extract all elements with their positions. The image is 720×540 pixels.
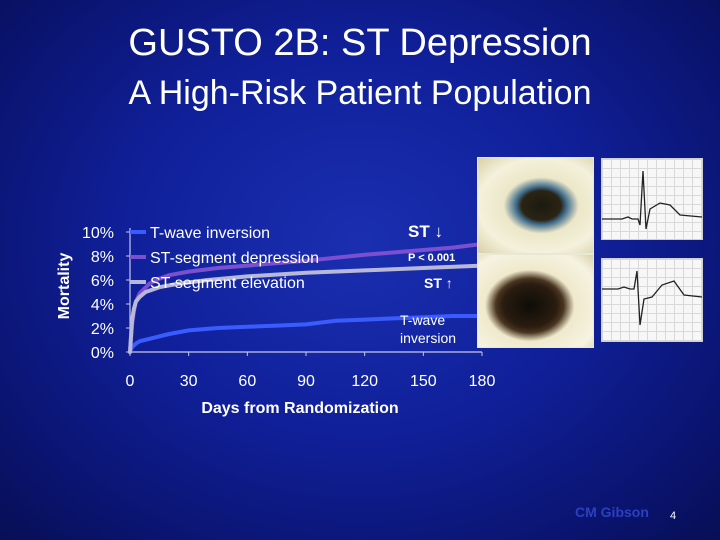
legend-label-3: ST-segment elevation xyxy=(150,275,305,292)
x-tick-label: 60 xyxy=(238,373,256,390)
artery-photo-occlusion xyxy=(477,254,594,348)
watermark: CM Gibson xyxy=(575,504,649,520)
ecg-trace-1 xyxy=(602,170,702,230)
page-number: 4 xyxy=(670,510,677,522)
artery-photo-thrombus xyxy=(477,157,594,254)
x-tick-label: 180 xyxy=(469,373,496,390)
p-value-annotation: P < 0.001 xyxy=(408,252,456,264)
y-tick-label: 4% xyxy=(91,297,114,314)
x-tick-label: 0 xyxy=(126,373,135,390)
y-tick-label: 0% xyxy=(91,345,114,362)
ecg-trace-2 xyxy=(602,270,702,326)
x-tick-label: 120 xyxy=(351,373,378,390)
slide-title: GUSTO 2B: ST Depression xyxy=(128,22,592,64)
ecg-strip-st-elevation xyxy=(601,158,703,240)
slide-subtitle: A High-Risk Patient Population xyxy=(128,74,592,112)
x-axis-label: Days from Randomization xyxy=(201,400,398,417)
x-tick-label: 150 xyxy=(410,373,437,390)
legend-label-1: T-wave inversion xyxy=(150,225,270,242)
y-axis-label: Mortality xyxy=(56,253,73,320)
y-tick-label: 8% xyxy=(91,249,114,266)
x-tick-label: 30 xyxy=(180,373,198,390)
y-tick-label: 2% xyxy=(91,321,114,338)
ecg-strip-st-depression xyxy=(601,258,703,342)
st-depression-annotation: ST ↓ xyxy=(408,222,443,241)
y-tick-label: 6% xyxy=(91,273,114,290)
st-elevation-annotation: ST ↑ xyxy=(424,275,453,291)
t-wave-annotation: T-wave inversion xyxy=(400,312,457,346)
series-line-3 xyxy=(128,263,484,354)
y-tick-label: 10% xyxy=(82,225,114,242)
x-tick-label: 90 xyxy=(297,373,315,390)
legend-label-2: ST-segment depression xyxy=(150,250,319,267)
series-line-1 xyxy=(128,314,484,354)
